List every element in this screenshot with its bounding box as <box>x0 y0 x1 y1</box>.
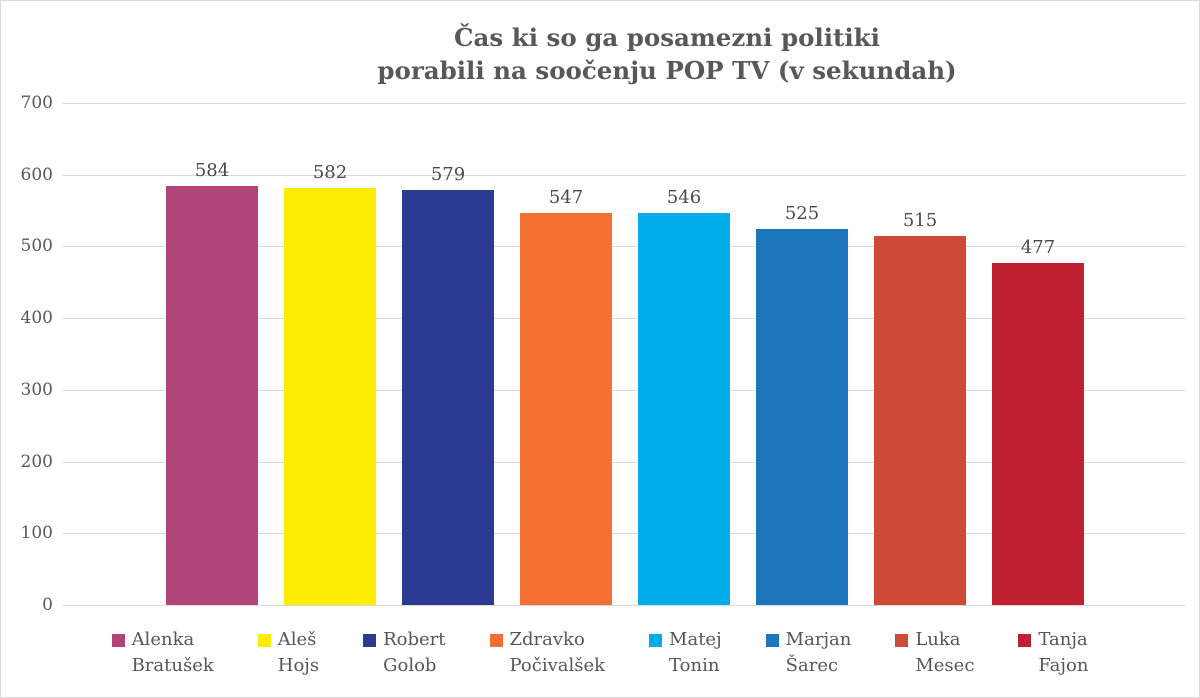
chart-title: Čas ki so ga posamezni politiki porabili… <box>135 21 1199 87</box>
legend-swatch <box>895 634 909 647</box>
legend-swatch <box>363 634 377 647</box>
legend-label: Marjan Šarec <box>785 629 852 676</box>
bar-tanja-fajon: 477 <box>992 237 1084 605</box>
legend-swatch <box>649 634 663 647</box>
plot-area: 0 100 200 300 400 500 600 700 584 582 579 547 546 525… <box>21 93 1185 615</box>
bar-rect <box>166 186 258 605</box>
gridline-y-0 <box>63 605 1185 606</box>
y-axis-tick-label: 200 <box>20 451 53 472</box>
legend-swatch <box>111 634 125 647</box>
bar-value-label: 584 <box>194 160 230 182</box>
legend-swatch <box>257 634 271 647</box>
bar-rect <box>874 235 966 605</box>
legend-item-marjan-arec: Marjan Šarec <box>765 627 852 679</box>
gridline-y-400 <box>63 318 1185 320</box>
bar-value-label: 582 <box>312 161 348 183</box>
legend-label: Tanja Fajon <box>1038 629 1089 676</box>
bar-robert-golob: 579 <box>402 164 494 605</box>
chart-title-line2: porabili na soočenju POP TV (v sekundah) <box>377 56 957 85</box>
y-axis-tick-label: 700 <box>20 93 53 113</box>
bar-luka-mesec: 515 <box>874 210 966 605</box>
gridline-y-100 <box>63 533 1185 535</box>
legend-label: Alenka Bratušek <box>131 629 214 676</box>
y-axis-tick-label: 500 <box>20 236 53 257</box>
bar-value-label: 515 <box>902 209 938 231</box>
legend-item-ale-hojs: Aleš Hojs <box>257 627 320 679</box>
legend-label: Matej Tonin <box>669 629 722 676</box>
legend-swatch <box>1018 634 1032 647</box>
bar-marjan-arec: 525 <box>756 203 848 605</box>
y-axis-tick-label: 100 <box>20 523 53 544</box>
bar-rect <box>638 213 730 605</box>
y-axis-tick-label: 400 <box>20 308 53 329</box>
legend-label: Robert Golob <box>383 629 446 676</box>
bar-value-label: 579 <box>430 163 466 185</box>
legend-item-luka-mesec: Luka Mesec <box>895 627 974 679</box>
bar-rect <box>402 189 494 605</box>
legend-label: Zdravko Počivalšek <box>509 629 606 676</box>
bar-matej-tonin: 546 <box>638 187 730 605</box>
bar-rect <box>284 187 376 605</box>
legend-label: Aleš Hojs <box>277 629 320 676</box>
bar-rect <box>520 212 612 605</box>
chart-title-line1: Čas ki so ga posamezni politiki <box>454 23 880 52</box>
legend-swatch <box>765 634 779 647</box>
y-axis-tick-label: 600 <box>20 164 53 185</box>
gridline-y-600 <box>63 174 1185 176</box>
gridline-y-300 <box>63 389 1185 391</box>
gridline-y-500 <box>63 246 1185 248</box>
legend-item-tanja-fajon: Tanja Fajon <box>1018 627 1088 679</box>
bar-value-label: 547 <box>548 186 584 208</box>
legend-item-zdravko-po-ival-ek: Zdravko Počivalšek <box>489 627 606 679</box>
legend-swatch <box>489 634 503 647</box>
bar-value-label: 546 <box>666 187 702 209</box>
legend-item-robert-golob: Robert Golob <box>363 627 446 679</box>
bar-zdravko-po-ival-ek: 547 <box>520 187 612 605</box>
legend-item-alenka-bratu-ek: Alenka Bratušek <box>111 627 214 679</box>
legend: Alenka Bratušek Aleš Hojs Robert Golob Zdravko… <box>1 627 1199 679</box>
bar-alenka-bratu-ek: 584 <box>166 160 258 605</box>
y-axis-tick-label: 300 <box>20 379 53 400</box>
gridline-y-200 <box>63 461 1185 463</box>
legend-item-matej-tonin: Matej Tonin <box>649 627 722 679</box>
gridline-y-700 <box>63 103 1185 104</box>
y-axis-tick-label: 0 <box>42 595 53 615</box>
bar-value-label: 477 <box>1020 236 1056 258</box>
bar-ale-hojs: 582 <box>284 162 376 605</box>
bar-value-label: 525 <box>784 202 820 224</box>
legend-label: Luka Mesec <box>915 629 975 676</box>
bar-rect <box>756 228 848 605</box>
bar-rect <box>992 262 1084 605</box>
